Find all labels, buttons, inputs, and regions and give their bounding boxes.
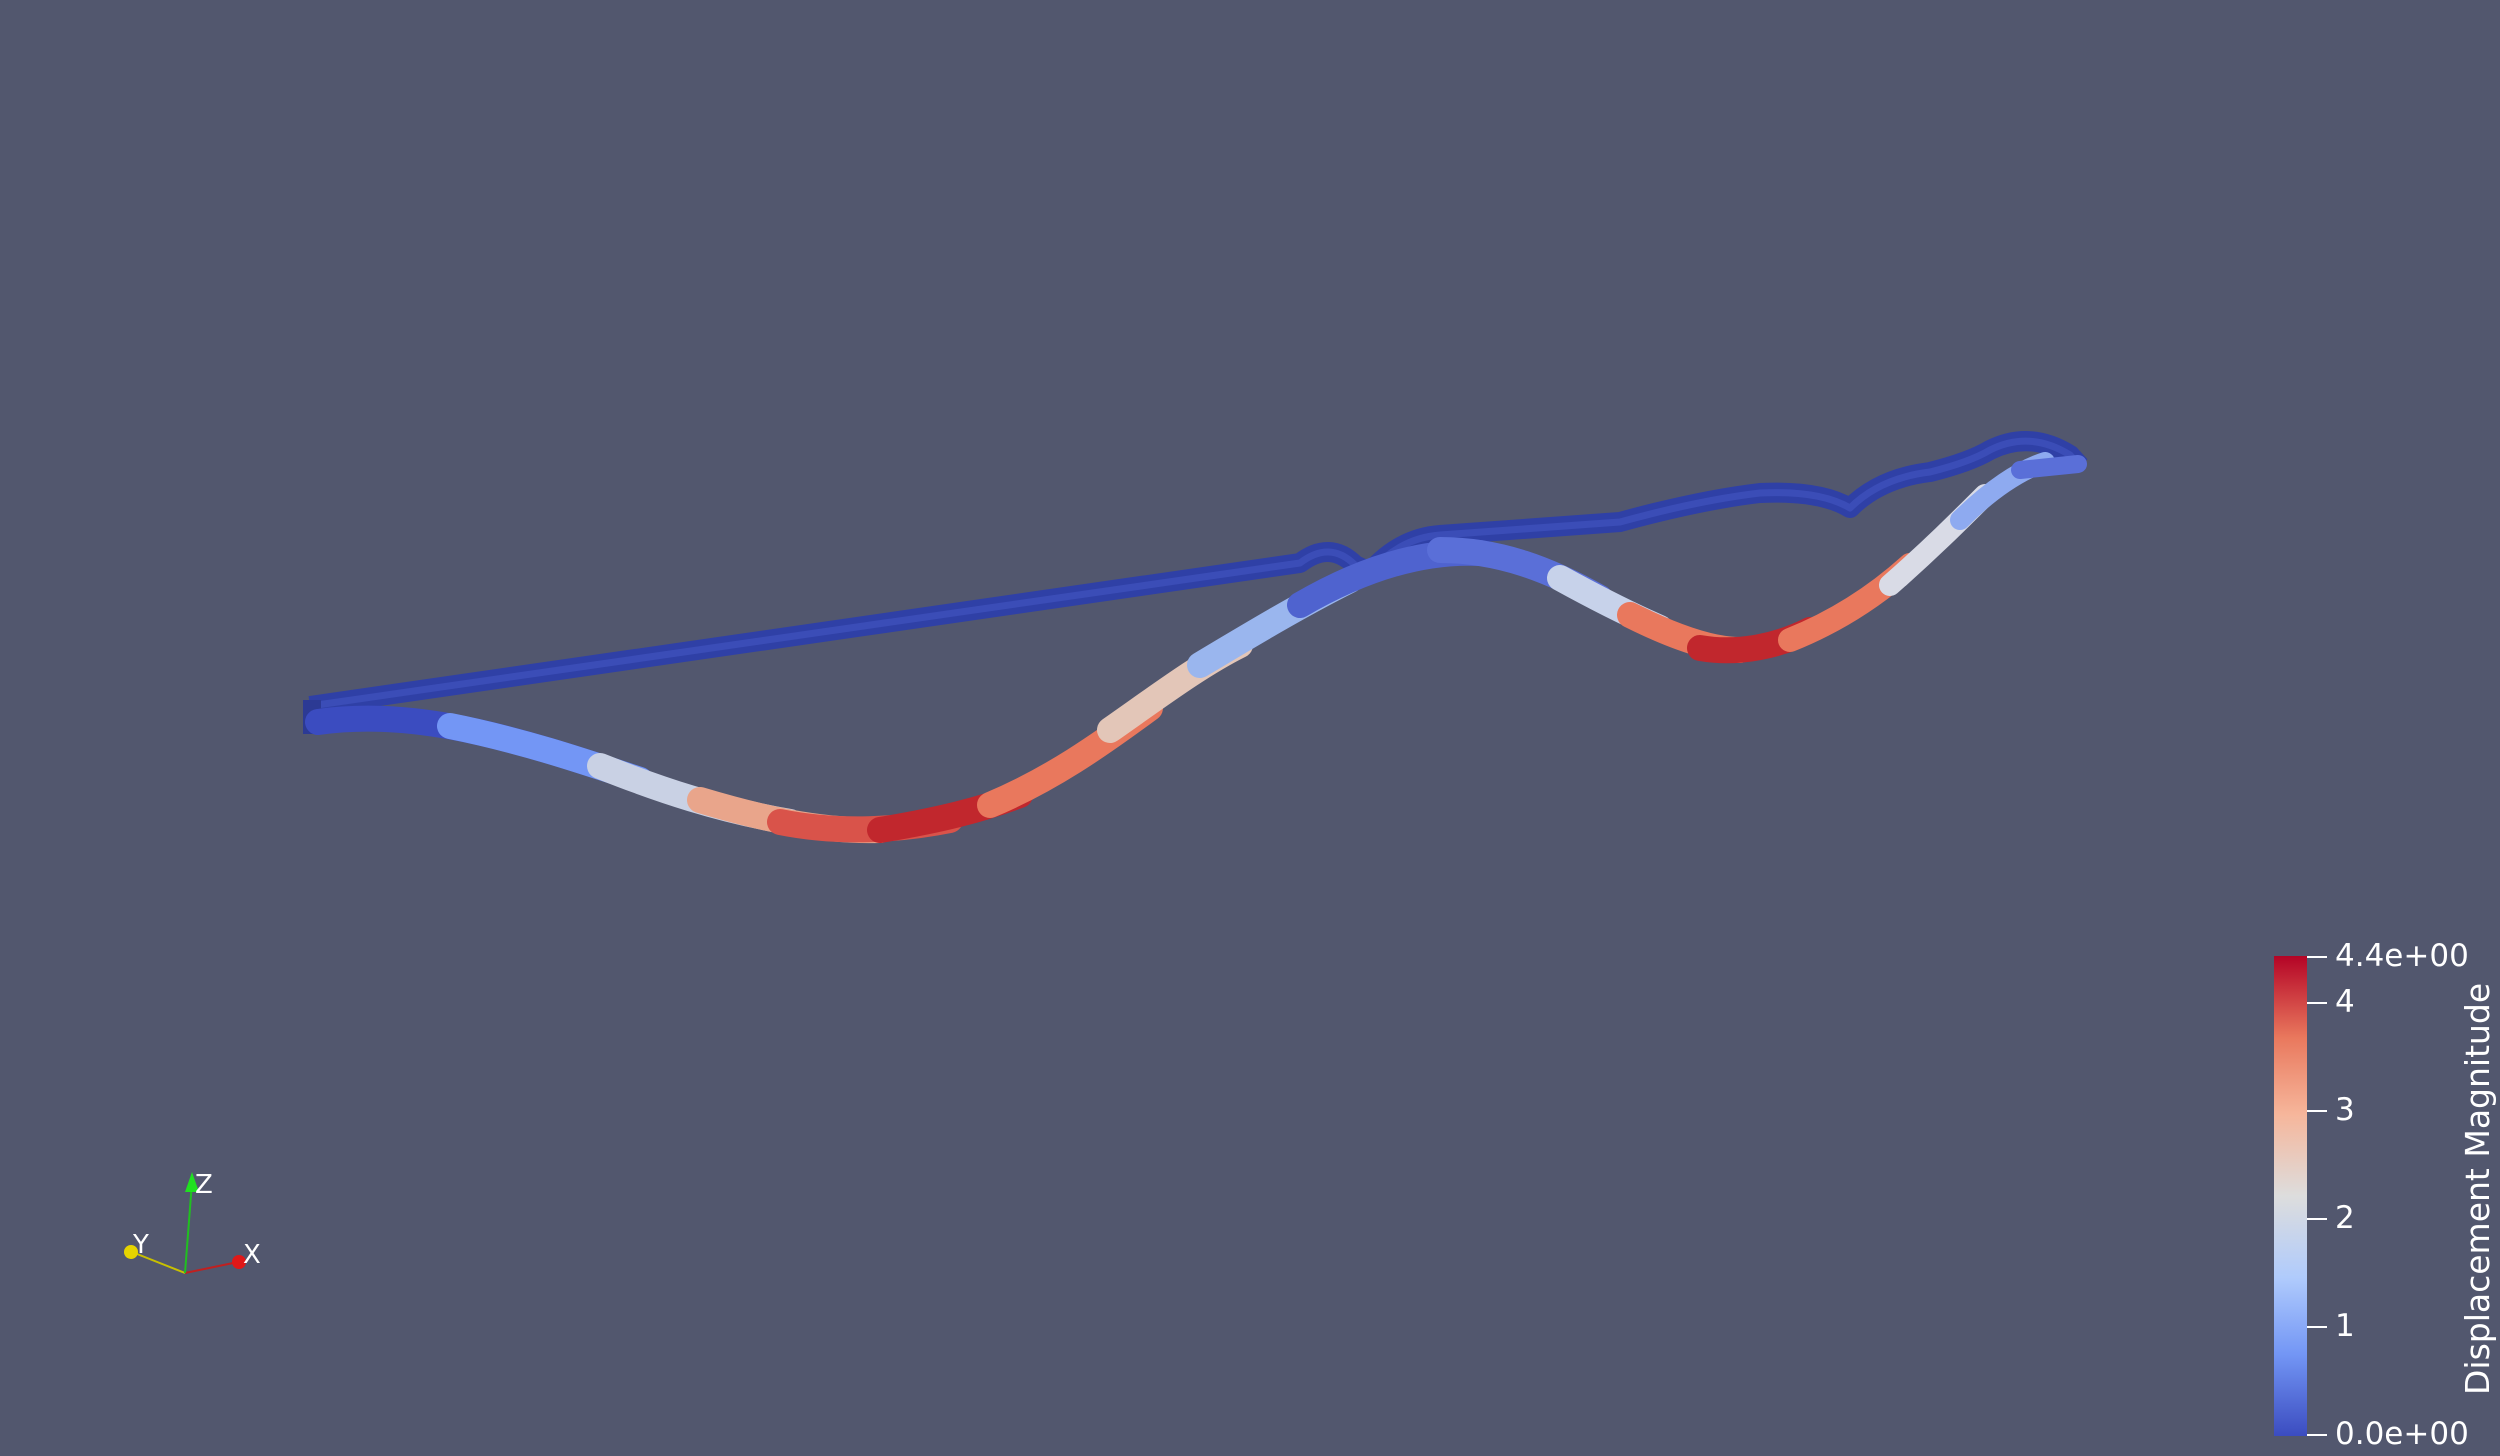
z-axis-marker [185,1172,199,1192]
orientation-axes [124,1172,246,1274]
scalar-bar-title: Displacement Magnitude [2458,982,2497,1395]
x-axis-marker [232,1255,246,1269]
x-axis-label: X [243,1240,261,1270]
deformed-beam [305,452,2087,844]
y-axis-label: Y [133,1230,149,1260]
scalar-bar-max-label: 4.4e+00 [2335,938,2469,974]
scalar-bar-tick-label: 4 [2335,984,2355,1020]
scalar-bar-tick-label: 2 [2335,1200,2355,1236]
undeformed-beam [303,431,2088,734]
scalar-bar-tick [2307,1218,2327,1220]
scalar-bar-min-label: 0.0e+00 [2335,1416,2469,1452]
y-axis-marker [124,1245,138,1259]
scalar-bar-colormap [2274,956,2307,1436]
scalar-bar-tick [2307,1002,2327,1004]
scalar-bar-tick-label: 1 [2335,1308,2355,1344]
scalar-bar-tick-label: 3 [2335,1092,2355,1128]
scalar-bar-tick [2307,1326,2327,1328]
scalar-bar-tick-max [2307,956,2327,958]
scalar-bar-tick-min [2307,1434,2327,1436]
scalar-bar-tick [2307,1110,2327,1112]
z-axis-label: Z [195,1170,213,1200]
